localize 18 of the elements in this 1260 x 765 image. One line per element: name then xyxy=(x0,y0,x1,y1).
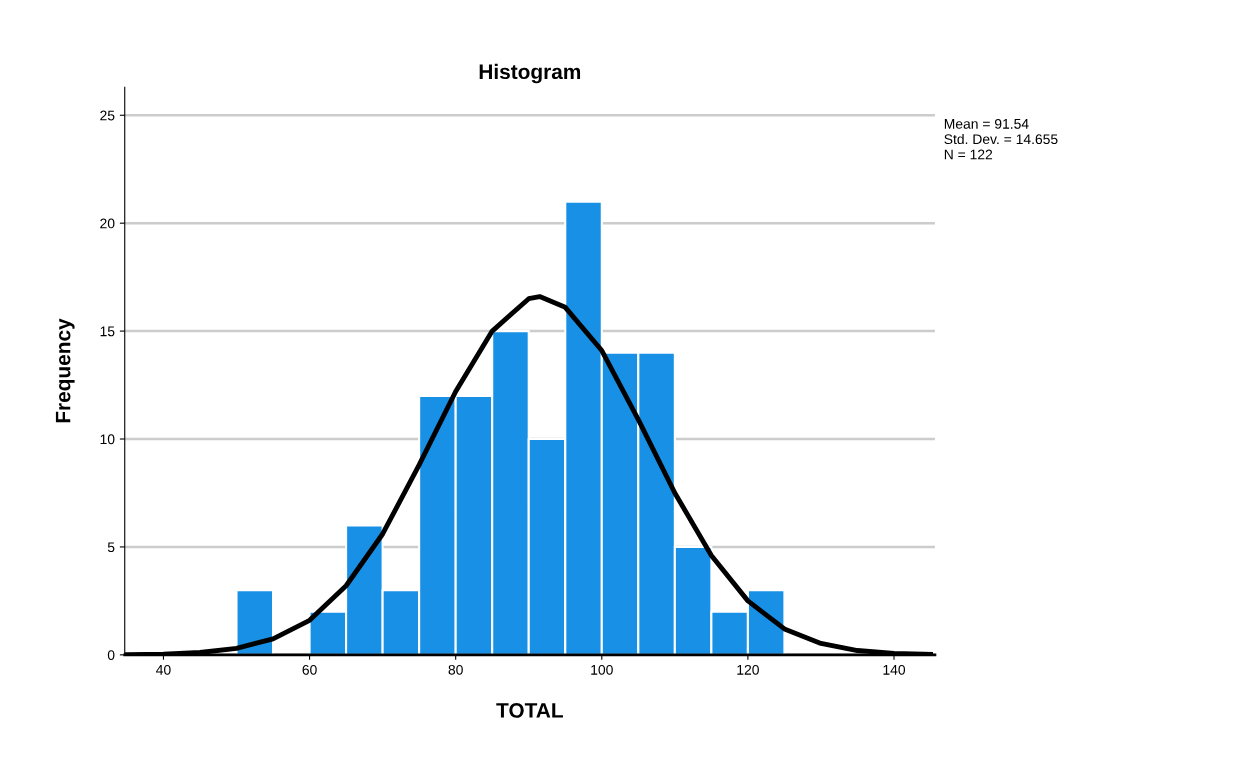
x-tick-label: 40 xyxy=(156,664,171,675)
text: N = 122 xyxy=(944,149,993,160)
text: Std. Dev. = 14.655 xyxy=(944,133,1058,145)
y-tick-label: 15 xyxy=(100,326,115,337)
y-tick-label: 20 xyxy=(100,218,115,229)
y-tick-label: 25 xyxy=(100,110,115,121)
y-tick-label: 0 xyxy=(107,650,115,661)
x-tick-label: 80 xyxy=(448,664,463,675)
y-axis-title: Frequency xyxy=(55,318,75,423)
y-tick-label: 10 xyxy=(100,434,115,445)
x-tick-label: 120 xyxy=(737,664,759,675)
chart-title: Histogram xyxy=(479,63,581,84)
x-tick-label: 140 xyxy=(883,664,906,675)
x-axis-title: TOTAL xyxy=(496,703,563,718)
text: Mean = 91.54 xyxy=(944,118,1029,129)
x-tick-label: 100 xyxy=(591,664,613,675)
x-tick-label: 60 xyxy=(302,664,317,675)
y-tick-label: 5 xyxy=(107,542,115,553)
